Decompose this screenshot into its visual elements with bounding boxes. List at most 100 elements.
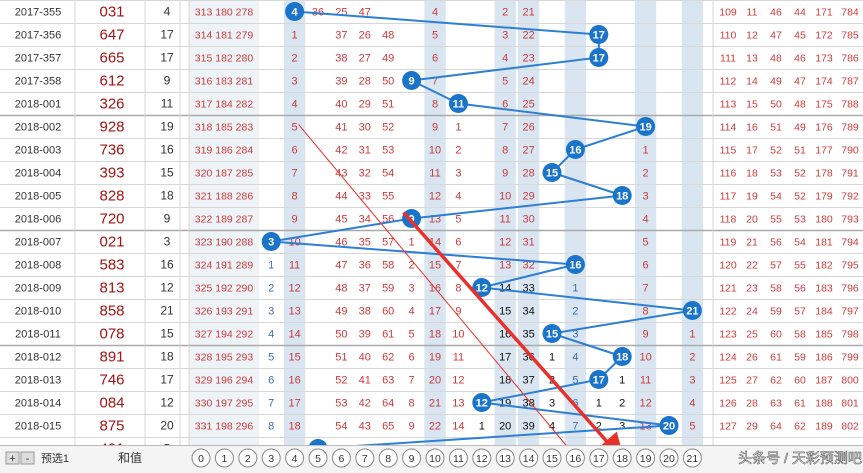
stats-values: 320 187 285 bbox=[195, 168, 254, 180]
sum-select-ball[interactable] bbox=[331, 448, 351, 468]
sum-select-ball[interactable] bbox=[448, 448, 468, 468]
right-stat: 60 bbox=[794, 375, 806, 387]
sum-select-ball[interactable] bbox=[238, 448, 258, 468]
sum-select-ball[interactable] bbox=[402, 448, 422, 468]
plus-button[interactable] bbox=[5, 451, 20, 465]
sum-ball-label: 12 bbox=[476, 398, 488, 410]
miss-count: 44 bbox=[335, 191, 347, 203]
right-stat: 126 bbox=[719, 398, 737, 410]
preselect-label: 预选1 bbox=[41, 452, 69, 465]
right-stat: 124 bbox=[719, 352, 737, 364]
draw-number: 031 bbox=[99, 4, 124, 21]
right-stat: 20 bbox=[746, 214, 758, 226]
sum-select-ball[interactable] bbox=[261, 448, 281, 468]
sum-select-ball[interactable] bbox=[472, 448, 492, 468]
shade-column bbox=[634, 0, 657, 445]
sum-ball bbox=[612, 347, 632, 366]
miss-count: 46 bbox=[335, 237, 347, 249]
right-stat: 59 bbox=[794, 352, 806, 364]
right-stat: 799 bbox=[841, 352, 859, 364]
sum-select-ball[interactable] bbox=[495, 448, 515, 468]
right-stat: 176 bbox=[815, 122, 833, 134]
sum-ball-label: 15 bbox=[546, 168, 558, 180]
miss-count: 10 bbox=[499, 191, 511, 203]
miss-count: 52 bbox=[382, 122, 394, 134]
stats-values: 331 198 296 bbox=[195, 421, 254, 433]
right-stat: 13 bbox=[746, 53, 758, 65]
right-stat: 174 bbox=[815, 76, 833, 88]
sum-ball-label: 3 bbox=[268, 237, 274, 249]
right-stat: 796 bbox=[841, 283, 859, 295]
sum-ball bbox=[565, 255, 585, 274]
miss-count: 6 bbox=[432, 53, 438, 65]
sum-select-ball[interactable] bbox=[659, 448, 679, 468]
miss-count: 38 bbox=[522, 398, 534, 410]
miss-count: 7 bbox=[292, 168, 298, 180]
right-stat: 188 bbox=[815, 398, 833, 410]
right-stat: 22 bbox=[746, 260, 758, 272]
stats-values: 318 185 283 bbox=[195, 122, 254, 134]
miss-count: 1 bbox=[268, 260, 274, 272]
right-stat: 47 bbox=[794, 76, 806, 88]
sum-select-ball[interactable] bbox=[191, 448, 211, 468]
miss-count: 25 bbox=[335, 7, 347, 19]
right-stat: 61 bbox=[794, 398, 806, 410]
sum-select-ball[interactable] bbox=[565, 448, 585, 468]
span-value: 3 bbox=[164, 235, 171, 249]
right-stat: 123 bbox=[719, 329, 737, 341]
right-stat: 16 bbox=[746, 122, 758, 134]
right-stat: 114 bbox=[720, 122, 737, 134]
miss-count: 5 bbox=[502, 76, 508, 88]
right-stat: 55 bbox=[770, 214, 782, 226]
right-stat: 57 bbox=[770, 260, 782, 272]
sum-select-ball[interactable] bbox=[378, 448, 398, 468]
sum-select-ball[interactable] bbox=[214, 448, 234, 468]
miss-count: 5 bbox=[292, 122, 298, 134]
sum-select-ball[interactable] bbox=[285, 448, 305, 468]
sum-select-ball[interactable] bbox=[682, 448, 702, 468]
miss-count: 7 bbox=[502, 122, 508, 134]
sum-select-ball[interactable] bbox=[542, 448, 562, 468]
sum-select-ball[interactable] bbox=[355, 448, 375, 468]
right-stat: 113 bbox=[720, 99, 737, 111]
sum-ball bbox=[472, 278, 492, 297]
right-stat: 28 bbox=[746, 398, 758, 410]
minus-icon: - bbox=[26, 453, 30, 465]
miss-count: 14 bbox=[288, 329, 300, 341]
miss-count: 29 bbox=[359, 99, 371, 111]
miss-count: 6 bbox=[502, 99, 508, 111]
miss-count: 11 bbox=[453, 352, 464, 364]
right-stat: 175 bbox=[815, 99, 833, 111]
sum-select-ball[interactable] bbox=[519, 448, 539, 468]
right-stat: 47 bbox=[770, 30, 782, 42]
stats-values: 327 194 292 bbox=[195, 329, 254, 341]
miss-count: 3 bbox=[409, 283, 415, 295]
miss-count: 48 bbox=[382, 30, 394, 42]
miss-count: 25 bbox=[522, 99, 534, 111]
right-stat: 795 bbox=[841, 260, 859, 272]
span-value: 12 bbox=[160, 281, 174, 295]
sum-select-ball[interactable] bbox=[308, 448, 328, 468]
right-stat: 60 bbox=[770, 329, 782, 341]
right-stat: 54 bbox=[794, 237, 806, 249]
sum-select-label: 10 bbox=[429, 453, 441, 465]
right-stat: 179 bbox=[815, 191, 833, 203]
minus-button[interactable] bbox=[20, 451, 35, 465]
right-stat: 120 bbox=[719, 260, 737, 272]
miss-count: 1 bbox=[643, 145, 649, 157]
miss-count: 37 bbox=[335, 30, 347, 42]
right-stat: 55 bbox=[794, 260, 806, 272]
sum-select-ball[interactable] bbox=[425, 448, 445, 468]
period-label: 2018-010 bbox=[15, 306, 62, 318]
stats-values: 328 195 293 bbox=[195, 352, 254, 364]
miss-count: 1 bbox=[409, 237, 415, 249]
sum-select-ball[interactable] bbox=[589, 448, 609, 468]
miss-count: 8 bbox=[643, 306, 649, 318]
sum-select-ball[interactable] bbox=[636, 448, 656, 468]
sum-select-ball[interactable] bbox=[612, 448, 632, 468]
miss-count: 32 bbox=[359, 168, 371, 180]
annotation-arrow bbox=[402, 211, 625, 462]
right-stat: 182 bbox=[815, 260, 833, 272]
miss-count: 5 bbox=[268, 352, 274, 364]
